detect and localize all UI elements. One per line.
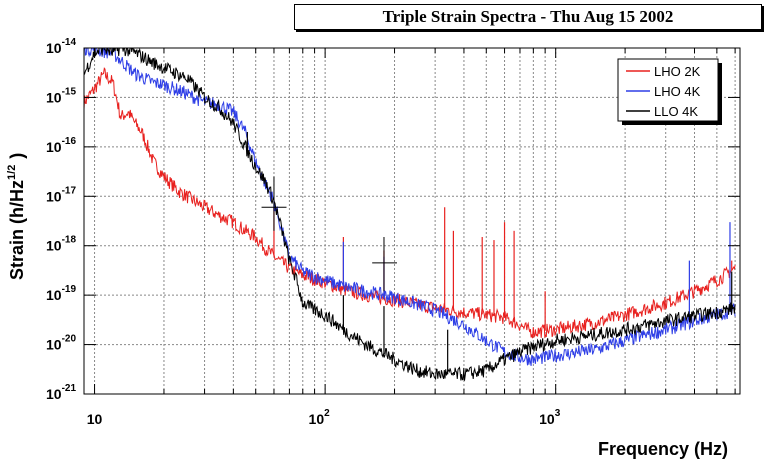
y-tick-base: 10 — [46, 139, 62, 155]
plot-frame — [83, 47, 741, 395]
error-markers — [261, 176, 398, 292]
y-axis-label-exp: 1/2 — [6, 165, 18, 180]
y-tick-base: 10 — [46, 337, 62, 353]
x-tick-exp: 2 — [324, 408, 330, 419]
y-tick-exp: -18 — [62, 235, 77, 246]
y-tick-base: 10 — [46, 188, 62, 204]
y-tick-label: 10-21 — [46, 383, 76, 402]
x-tick-labels: 10 102 103 — [87, 408, 561, 427]
y-tick-label: 10-19 — [46, 284, 76, 303]
y-tick-base: 10 — [46, 89, 62, 105]
y-axis-label: Strain (h/Hz1/2) — [6, 153, 27, 280]
x-tick-label: 103 — [539, 408, 561, 427]
y-tick-label: 10-17 — [46, 185, 76, 204]
x-tick-label: 10 — [87, 411, 103, 427]
x-tick-base: 10 — [309, 411, 325, 427]
y-tick-base: 10 — [46, 238, 62, 254]
y-tick-exp: -17 — [62, 185, 77, 196]
y-tick-base: 10 — [46, 40, 62, 56]
y-tick-exp: -14 — [62, 37, 77, 48]
y-tick-label: 10-15 — [46, 86, 76, 105]
chart-title: Triple Strain Spectra - Thu Aug 15 2002 — [294, 4, 762, 30]
y-tick-exp: -20 — [62, 334, 77, 345]
y-tick-label: 10-16 — [46, 136, 76, 155]
series-lho-2k-line — [84, 67, 736, 339]
y-tick-label: 10-18 — [46, 235, 76, 254]
axis-ticks — [83, 47, 740, 395]
x-tick-base: 10 — [539, 411, 555, 427]
x-axis-label: Frequency (Hz) — [598, 439, 728, 459]
y-axis-label-close: ) — [7, 153, 27, 159]
y-tick-base: 10 — [46, 386, 62, 402]
legend-label-llo-4k: LLO 4K — [654, 104, 698, 119]
y-tick-exp: -19 — [62, 284, 77, 295]
series-llo-4k-line — [84, 48, 736, 381]
y-tick-base: 10 — [46, 287, 62, 303]
x-tick-base: 10 — [87, 411, 103, 427]
legend-label-lho-4k: LHO 4K — [654, 84, 701, 99]
legend: LHO 2K LHO 4K LLO 4K — [617, 58, 722, 125]
y-axis-label-main: Strain (h/Hz — [7, 180, 27, 280]
y-tick-exp: -21 — [62, 383, 77, 394]
y-tick-label: 10-20 — [46, 334, 76, 353]
legend-label-lho-2k: LHO 2K — [654, 64, 701, 79]
y-tick-exp: -15 — [62, 86, 77, 97]
y-tick-exp: -16 — [62, 136, 77, 147]
x-tick-label: 102 — [309, 408, 331, 427]
y-tick-label: 10-14 — [46, 37, 76, 56]
series-lho-4k-line — [84, 48, 736, 366]
x-tick-exp: 3 — [555, 408, 561, 419]
